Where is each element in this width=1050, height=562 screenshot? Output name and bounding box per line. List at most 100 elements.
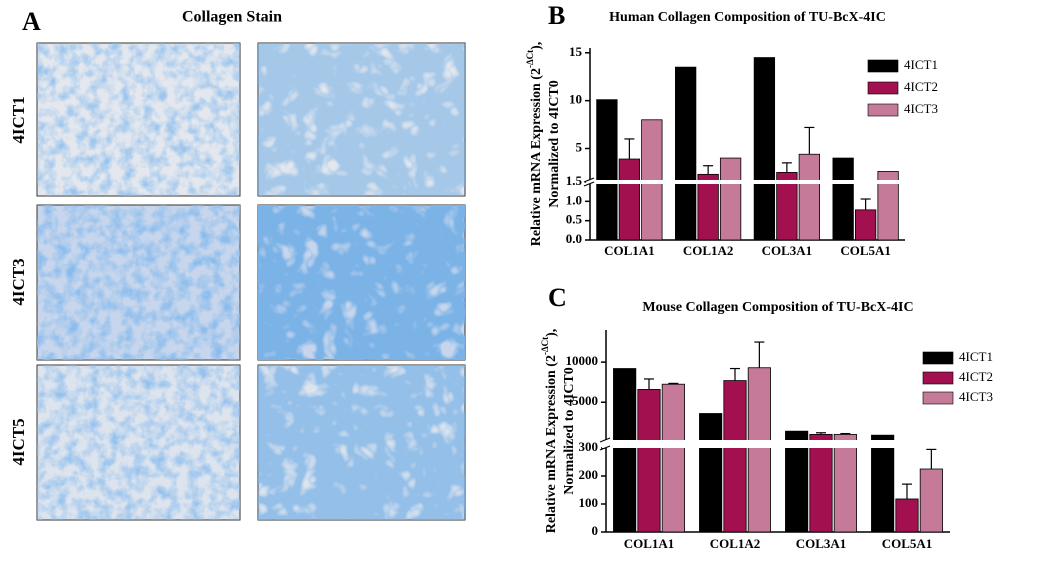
x-tick-label: COL5A1 (882, 536, 933, 551)
error-bar (668, 382, 679, 385)
legend-swatch (922, 371, 954, 385)
error-bar (804, 126, 815, 155)
y-tick-label: 10 (569, 92, 582, 107)
axis-break (586, 180, 905, 184)
bar (919, 468, 943, 533)
error-bar (816, 432, 826, 435)
y-tick-label: 1.5 (566, 173, 583, 188)
x-tick-label: COL3A1 (762, 243, 813, 258)
micrograph-texture (37, 205, 240, 360)
y-tick-label: 300 (579, 439, 599, 454)
y-tick-label: 5000 (572, 393, 598, 408)
bar (854, 209, 877, 241)
y-axis-label: Relative mRNA Expression (2-ΔCt),Normali… (525, 42, 562, 247)
y-axis-label-part: -ΔCt (525, 50, 535, 68)
micrograph-texture (37, 365, 240, 520)
legend-swatch (867, 59, 899, 73)
legend-label: 4ICT3 (904, 101, 938, 116)
legend-label: 4ICT1 (904, 57, 938, 72)
bar (719, 157, 742, 241)
error-bar (624, 138, 635, 160)
x-tick-label: COL5A1 (840, 243, 891, 258)
row-label: 4ICT1 (9, 96, 28, 143)
y-axis-label-part: Relative mRNA Expression (2 (529, 68, 544, 246)
error-bar (926, 448, 937, 469)
legend-label: 4ICT3 (959, 389, 993, 404)
y-axis-label-part: ), (544, 329, 559, 337)
y-tick-label: 5 (576, 139, 583, 154)
bar (809, 433, 833, 533)
row-label: 4ICT5 (9, 418, 28, 465)
y-axis-label-line: Normalized to 4ICT0 (547, 80, 562, 208)
y-axis-label-part: -ΔCt (540, 337, 550, 355)
x-tick-label: COL1A2 (710, 536, 761, 551)
bar (637, 389, 661, 533)
bar (747, 367, 771, 533)
panel-letter: C (548, 283, 567, 312)
bar (641, 119, 663, 241)
x-tick-label: COL1A1 (624, 536, 675, 551)
x-tick-label: COL1A2 (683, 243, 734, 258)
y-axis-label-line: Normalized to 4ICT0 (562, 367, 577, 495)
legend-label: 4ICT1 (959, 349, 993, 364)
micrograph-texture (258, 205, 465, 360)
error-bar (840, 432, 851, 435)
error-bar (754, 341, 765, 368)
legend-swatch (922, 391, 954, 405)
micrograph-texture (258, 43, 465, 196)
y-tick-label: 0.5 (566, 212, 583, 227)
y-tick-label: 10000 (566, 353, 599, 368)
panel-title: Collagen Stain (182, 9, 282, 26)
axis-break-mark (599, 437, 611, 451)
chart-title: Human Collagen Composition of TU-BcX-4IC (609, 10, 886, 25)
y-axis-label-part: ), (529, 42, 544, 50)
legend-swatch (867, 103, 899, 117)
y-tick-label: 1.0 (566, 192, 582, 207)
bar (596, 99, 618, 241)
panel-letter: A (22, 7, 41, 36)
bar (613, 368, 637, 533)
bar (832, 157, 854, 241)
y-axis-label-line: Relative mRNA Expression (2-ΔCt), (525, 42, 544, 247)
axis-break-mark (583, 177, 595, 187)
axis-break (602, 440, 950, 448)
legend-swatch (922, 351, 954, 365)
bar (699, 413, 723, 533)
row-label: 4ICT3 (9, 258, 28, 305)
bar (798, 153, 820, 241)
bar (697, 173, 719, 241)
y-tick-label: 200 (579, 467, 599, 482)
y-tick-label: 0 (592, 523, 599, 538)
panel-letter: B (548, 1, 565, 30)
bar (895, 498, 919, 533)
bar (833, 433, 857, 533)
error-bar (644, 378, 654, 390)
bar (877, 171, 899, 241)
bar (753, 57, 776, 241)
micrograph-texture (37, 43, 240, 196)
y-tick-label: 0.0 (566, 231, 582, 246)
error-bar (902, 483, 912, 499)
micrograph-texture (258, 365, 465, 520)
y-tick-label: 15 (569, 44, 583, 59)
y-axis-label-part: Relative mRNA Expression (2 (544, 355, 559, 533)
legend-label: 4ICT2 (959, 369, 993, 384)
chart-title: Mouse Collagen Composition of TU-BcX-4IC (642, 300, 913, 315)
x-tick-label: COL3A1 (796, 536, 847, 551)
bar (661, 383, 685, 533)
error-bar (781, 162, 792, 173)
bar (723, 380, 747, 533)
legend-swatch (867, 81, 899, 95)
bar (871, 434, 895, 533)
y-axis-label-line: Relative mRNA Expression (2-ΔCt), (540, 329, 559, 534)
legend-label: 4ICT2 (904, 79, 938, 94)
y-axis-label: Relative mRNA Expression (2-ΔCt),Normali… (540, 329, 577, 534)
bar (785, 430, 809, 533)
error-bar (730, 367, 740, 381)
x-tick-label: COL1A1 (604, 243, 655, 258)
error-bar (703, 165, 714, 175)
micrographs (36, 42, 466, 521)
bar (618, 158, 641, 241)
bar (675, 66, 697, 241)
